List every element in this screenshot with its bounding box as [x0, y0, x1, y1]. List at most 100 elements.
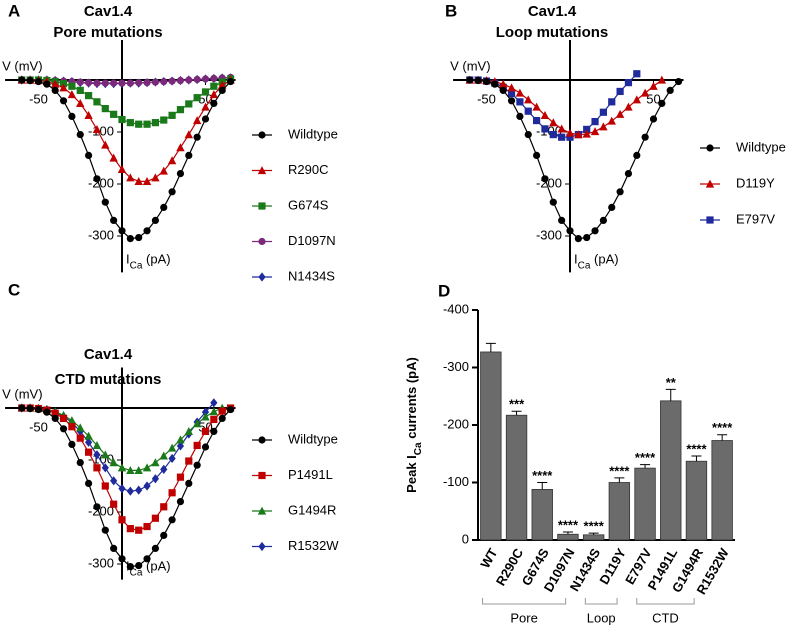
point — [101, 463, 109, 473]
point — [85, 79, 93, 87]
point — [34, 77, 43, 86]
bar — [480, 351, 502, 541]
x-tick-label: -50 — [29, 91, 48, 106]
point — [76, 99, 85, 107]
y-tick-label: -100 — [88, 123, 114, 138]
x-axis-label: V (mV) — [2, 58, 42, 73]
point — [93, 79, 101, 87]
point — [608, 203, 616, 211]
point — [76, 78, 84, 86]
point — [499, 79, 508, 88]
x-tick-label: WT — [477, 546, 500, 571]
point — [126, 119, 134, 127]
point — [507, 83, 516, 92]
point — [85, 448, 93, 456]
point — [151, 458, 160, 467]
point — [193, 94, 201, 102]
legend-label: E797V — [736, 211, 775, 226]
point — [160, 203, 168, 211]
x-tick-label: -50 — [29, 419, 48, 434]
point — [118, 227, 126, 235]
point — [599, 108, 607, 116]
point — [51, 414, 59, 422]
point — [110, 500, 118, 508]
point — [185, 76, 193, 84]
point — [68, 82, 76, 90]
point — [68, 440, 76, 448]
legend-marker — [257, 506, 267, 515]
legend-label: P1491L — [288, 467, 333, 482]
point — [151, 173, 160, 182]
series-line — [469, 79, 663, 136]
point — [118, 79, 126, 87]
point — [532, 102, 541, 111]
y-axis-label-main: I — [126, 252, 130, 267]
point — [193, 133, 201, 141]
point — [210, 427, 218, 435]
point — [549, 118, 558, 127]
y-tick-label: -300 — [88, 555, 114, 570]
point — [590, 127, 600, 136]
point — [93, 450, 101, 460]
point — [499, 86, 507, 94]
point — [176, 435, 185, 444]
point — [193, 461, 201, 469]
point — [143, 227, 151, 235]
significance: **** — [635, 450, 656, 465]
point — [192, 419, 202, 428]
point — [126, 563, 134, 571]
point — [599, 216, 608, 224]
x-tick-label: 50 — [646, 91, 660, 106]
point — [574, 235, 582, 243]
error-bar — [562, 531, 573, 535]
point — [68, 423, 76, 431]
point — [101, 140, 110, 149]
point — [583, 233, 591, 242]
legend-marker — [705, 179, 715, 188]
point — [126, 235, 134, 243]
point — [160, 77, 168, 86]
point — [93, 464, 101, 472]
error-bar — [640, 464, 651, 469]
point — [76, 423, 85, 432]
point — [491, 80, 499, 88]
significance: **** — [532, 468, 553, 483]
point — [59, 97, 68, 105]
legend-marker — [706, 144, 714, 152]
point — [658, 99, 666, 107]
point — [68, 112, 76, 120]
y-axis-label-sub: Ca — [578, 261, 591, 272]
point — [524, 107, 532, 115]
point — [118, 115, 126, 124]
point — [541, 175, 549, 183]
y-axis-label-rest: (pA) — [142, 559, 170, 574]
group-label: Pore — [510, 610, 537, 625]
legend-marker — [258, 237, 266, 246]
point — [226, 405, 235, 414]
point — [159, 451, 168, 460]
point — [160, 531, 168, 540]
point — [101, 198, 109, 206]
x-axis-label: V (mV) — [2, 386, 42, 401]
point — [624, 79, 633, 87]
point — [26, 404, 34, 413]
point — [226, 77, 235, 86]
y-axis-label: Peak ICa currents (pA) — [404, 357, 424, 493]
point — [168, 77, 176, 85]
bar — [685, 460, 708, 541]
point — [76, 459, 84, 467]
point — [110, 544, 118, 553]
point — [185, 479, 193, 487]
panel-letter: C — [8, 280, 20, 299]
point — [167, 156, 177, 165]
point — [85, 437, 93, 447]
y-axis-label: ICa (pA) — [574, 252, 619, 272]
point — [84, 110, 93, 119]
point — [134, 466, 143, 474]
point — [168, 489, 176, 497]
chart-title: Loop mutations — [496, 24, 609, 41]
x-axis-label: V (mV) — [450, 58, 490, 73]
y-tick-label: -200 — [88, 175, 114, 190]
error-bar — [665, 388, 676, 401]
